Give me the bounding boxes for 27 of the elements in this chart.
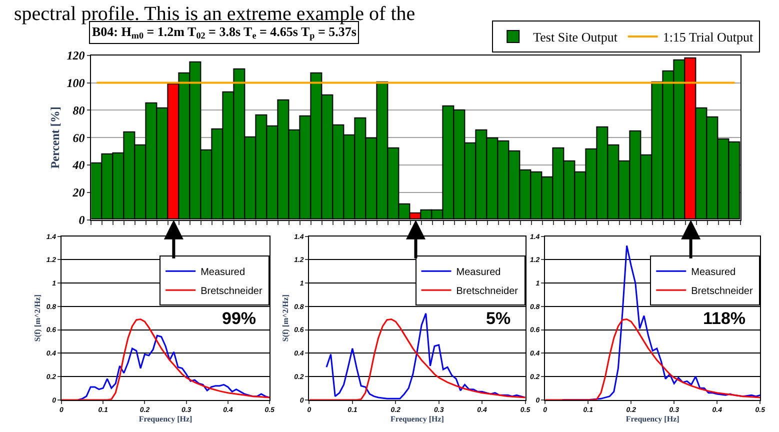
- chart-title: B04: H$_{m0}$ = 1.2m T$_{02}$ = 3.8s T$_{e}$ = 4.65s T$_{p}$ = 5.37s: [92, 24, 356, 41]
- y-tick-label: 40: [72, 158, 85, 172]
- text: 99%: [222, 309, 256, 328]
- legend-label: Bretschneider: [691, 286, 754, 298]
- y-axis-title: S(f) [m^2/Hz]: [33, 294, 42, 342]
- text: 118%: [703, 309, 746, 328]
- y-tick-label: 20: [72, 186, 85, 200]
- legend-label: Measured: [200, 267, 246, 278]
- text: spectral profile. This is an extreme example of the: [14, 3, 416, 25]
- line-series: [77, 334, 270, 400]
- y-tick-label: 60: [72, 130, 85, 145]
- x-axis-title: Frequency [Hz]: [626, 414, 680, 424]
- y-axis-title: S(f) [m^2/Hz]: [280, 294, 290, 342]
- legend-label: Bretschneider: [200, 286, 263, 298]
- text: 5%: [486, 309, 511, 328]
- y-tick-label: 80: [72, 103, 85, 118]
- y-axis-title: Percent [%]: [48, 106, 62, 169]
- legend-label: Measured: [691, 267, 736, 278]
- x-axis-title: Frequency [Hz]: [138, 414, 193, 424]
- x-axis-title: Frequency [Hz]: [390, 414, 444, 424]
- y-tick-label: 100: [66, 76, 85, 90]
- legend-label: 1:15 Trial Output: [662, 30, 754, 45]
- y-tick-label: 120: [66, 48, 85, 63]
- legend-label: Test Site Output: [533, 30, 618, 45]
- legend-label: Bretschneider: [456, 286, 519, 298]
- legend-label: Measured: [456, 267, 501, 278]
- y-tick-label: 0: [78, 213, 85, 228]
